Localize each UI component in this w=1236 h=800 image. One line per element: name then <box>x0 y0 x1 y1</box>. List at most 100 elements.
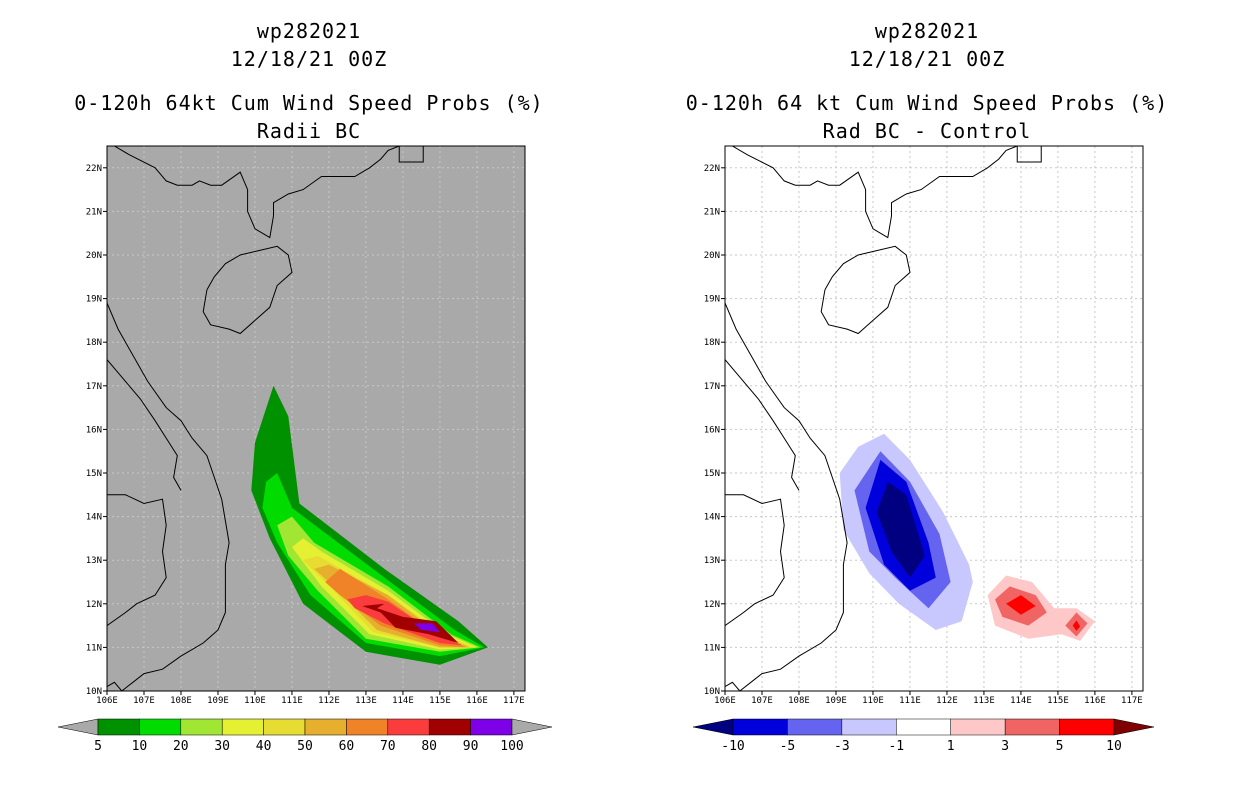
left-xtick-label: 117E <box>503 696 525 706</box>
right-xtick-label: 108E <box>788 696 810 706</box>
right-colorbar-label: -1 <box>888 739 904 754</box>
right-xtick-label: 117E <box>1121 696 1143 706</box>
right-ytick-label: 12N <box>704 600 720 610</box>
left-coastline-3 <box>107 494 167 627</box>
left-colorbar-label: 70 <box>380 739 396 754</box>
left-colorbar-swatch-3 <box>221 718 264 736</box>
right-colorbar-swatch-2 <box>841 718 897 736</box>
right-ytick-label: 17N <box>704 382 720 392</box>
left-ytick-label: 19N <box>86 295 102 305</box>
right-colorbar-label: -5 <box>780 739 796 754</box>
left-ytick-label: 17N <box>86 382 102 392</box>
left-colorbar-end-left <box>57 718 99 736</box>
left-plot: 106E 107E 108E 109E 110E 111E 112E 113E 114E 115E… <box>86 145 526 706</box>
right-colorbar-swatch-4 <box>950 718 1006 736</box>
left-colorbar-swatch-7 <box>387 718 430 736</box>
right-colorbar-end-left <box>692 718 734 736</box>
right-xtick-label: 112E <box>936 696 958 706</box>
right-plot: 106E 107E 108E 109E 110E 111E 112E 113E 114E 115E… <box>704 145 1144 706</box>
right-ytick-label: 20N <box>704 251 720 261</box>
right-storm-id: wp282021 <box>875 19 979 43</box>
left-ytick-label: 20N <box>86 251 102 261</box>
left-xtick-label: 112E <box>318 696 340 706</box>
right-xtick-label: 106E <box>714 696 736 706</box>
left-xtick-label: 114E <box>392 696 414 706</box>
left-colorbar-label: 90 <box>463 739 479 754</box>
left-coastline-0 <box>114 146 400 239</box>
right-colorbar-label: 5 <box>1056 739 1064 754</box>
right-colorbar-end-right <box>1113 718 1155 736</box>
left-ytick-label: 21N <box>86 207 102 217</box>
left-colorbar-swatch-0 <box>97 718 140 736</box>
left-subtitle: Radii BC <box>257 119 361 143</box>
right-xtick-label: 113E <box>973 696 995 706</box>
left-storm-id: wp282021 <box>257 19 361 43</box>
left-date: 12/18/21 00Z <box>231 47 388 71</box>
right-colorbar-label: 1 <box>947 739 955 754</box>
left-ytick-label: 16N <box>86 425 102 435</box>
right-chart: wp282021 12/18/21 00Z 0-120h 64 kt Cum W… <box>686 19 1168 754</box>
right-colorbar-swatch-0 <box>732 718 788 736</box>
right-ytick-label: 21N <box>704 207 720 217</box>
right-ytick-label: 15N <box>704 469 720 479</box>
left-ytick-label: 11N <box>86 643 102 653</box>
right-coastline-3 <box>725 494 785 627</box>
right-coastline-0 <box>732 146 1018 239</box>
left-colorbar-label: 50 <box>297 739 313 754</box>
right-contour-level-5-7 <box>1006 595 1036 615</box>
right-xtick-label: 116E <box>1084 696 1106 706</box>
left-contour-level-90-9 <box>414 623 440 633</box>
left-colorbar-swatch-4 <box>263 718 306 736</box>
left-colorbar-swatch-2 <box>180 718 223 736</box>
right-ytick-label: 22N <box>704 164 720 174</box>
left-coastline-4 <box>107 359 182 491</box>
right-colorbar-swatch-1 <box>787 718 843 736</box>
left-xtick-label: 107E <box>133 696 155 706</box>
right-ytick-label: 14N <box>704 513 720 523</box>
left-xtick-label: 116E <box>466 696 488 706</box>
right-colorbar-label: 10 <box>1106 739 1122 754</box>
right-ytick-label: 19N <box>704 295 720 305</box>
left-colorbar-swatch-6 <box>346 718 389 736</box>
left-colorbar: 5 10 20 30 40 50 60 70 80 90 100 <box>57 718 553 754</box>
left-colorbar-label: 80 <box>421 739 437 754</box>
left-title: 0-120h 64kt Cum Wind Speed Probs (%) <box>74 91 543 115</box>
right-coastline-1 <box>725 302 848 691</box>
right-ytick-label: 11N <box>704 643 720 653</box>
left-xtick-label: 108E <box>170 696 192 706</box>
right-colorbar-label: -3 <box>834 739 850 754</box>
left-xtick-label: 113E <box>355 696 377 706</box>
right-ytick-label: 16N <box>704 425 720 435</box>
right-subtitle: Rad BC - Control <box>823 119 1032 143</box>
left-plot-border <box>106 145 526 692</box>
right-colorbar-swatch-3 <box>896 718 951 736</box>
right-ytick-label: 18N <box>704 338 720 348</box>
left-colorbar-label: 60 <box>339 739 355 754</box>
right-colorbar-label: -10 <box>721 739 744 754</box>
right-xtick-label: 109E <box>825 696 847 706</box>
left-xtick-label: 115E <box>429 696 451 706</box>
left-contour-level-20-2 <box>277 516 481 652</box>
right-contour-level-5-8 <box>1072 620 1081 631</box>
left-ytick-label: 13N <box>86 556 102 566</box>
left-colorbar-swatch-1 <box>139 718 182 736</box>
left-xtick-label: 111E <box>281 696 303 706</box>
left-colorbar-label: 5 <box>94 739 102 754</box>
right-coastline-4 <box>725 359 800 491</box>
left-chart: wp282021 12/18/21 00Z 0-120h 64kt Cum Wi… <box>57 19 553 754</box>
left-colorbar-swatch-9 <box>470 718 513 736</box>
right-xtick-label: 114E <box>1010 696 1032 706</box>
right-colorbar-swatch-5 <box>1004 718 1060 736</box>
right-xtick-label: 115E <box>1047 696 1069 706</box>
right-plot-border <box>724 145 1144 692</box>
left-colorbar-swatch-5 <box>304 718 347 736</box>
right-xtick-label: 111E <box>899 696 921 706</box>
left-coastline-2 <box>202 245 293 335</box>
right-contour-level-neg10-3 <box>876 481 925 578</box>
left-colorbar-label: 40 <box>256 739 272 754</box>
right-xtick-label: 110E <box>862 696 884 706</box>
right-ytick-label: 13N <box>704 556 720 566</box>
left-colorbar-label: 20 <box>173 739 189 754</box>
right-coastline-2 <box>820 245 911 335</box>
left-xtick-label: 110E <box>244 696 266 706</box>
